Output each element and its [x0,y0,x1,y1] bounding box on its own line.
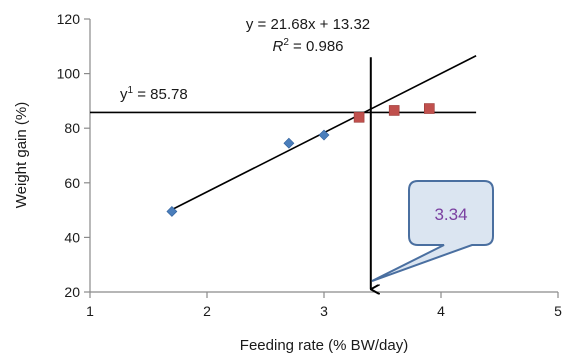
x-tick-label: 1 [86,303,94,319]
x-tick-label: 4 [437,303,445,319]
data-point-diamond [283,137,295,149]
regression-equation: y = 21.68x + 13.32 [246,16,370,33]
data-point-square [388,105,400,116]
plateau-label-sup: 1 [128,85,134,96]
value-callout-bubble [371,180,494,282]
y-tick-label: 60 [64,175,80,191]
y-tick-label: 40 [64,229,80,245]
data-point-diamond [318,129,330,141]
r-squared-symbol: R [272,38,283,55]
y-axis-title: Weight gain (%) [13,102,30,208]
x-axis-title: Feeding rate (% BW/day) [240,337,408,354]
data-point-diamond [166,206,178,217]
r-squared-sup: 2 [283,37,289,48]
y-tick-label: 20 [64,284,80,300]
plateau-label-value: = 85.78 [133,86,188,103]
callout-value: 3.34 [434,205,467,224]
y-tick-label: 120 [57,11,81,27]
y-tick-label: 80 [64,120,80,136]
data-point-square [353,111,365,123]
x-axis-ticks: 1 2 3 4 5 [86,292,562,319]
plateau-label: y1 = 85.78 [120,85,188,103]
plateau-label-y: y [120,86,128,103]
x-tick-label: 2 [203,303,211,319]
data-point-square [423,103,435,114]
y-axis-ticks: 20 40 60 80 100 120 [57,11,90,300]
y-tick-label: 100 [57,66,81,82]
data-points [166,103,435,217]
x-tick-label: 3 [320,303,328,319]
x-tick-label: 5 [554,303,562,319]
r-squared-label: R2 = 0.986 [272,37,343,55]
r-squared-value: = 0.986 [289,38,344,55]
